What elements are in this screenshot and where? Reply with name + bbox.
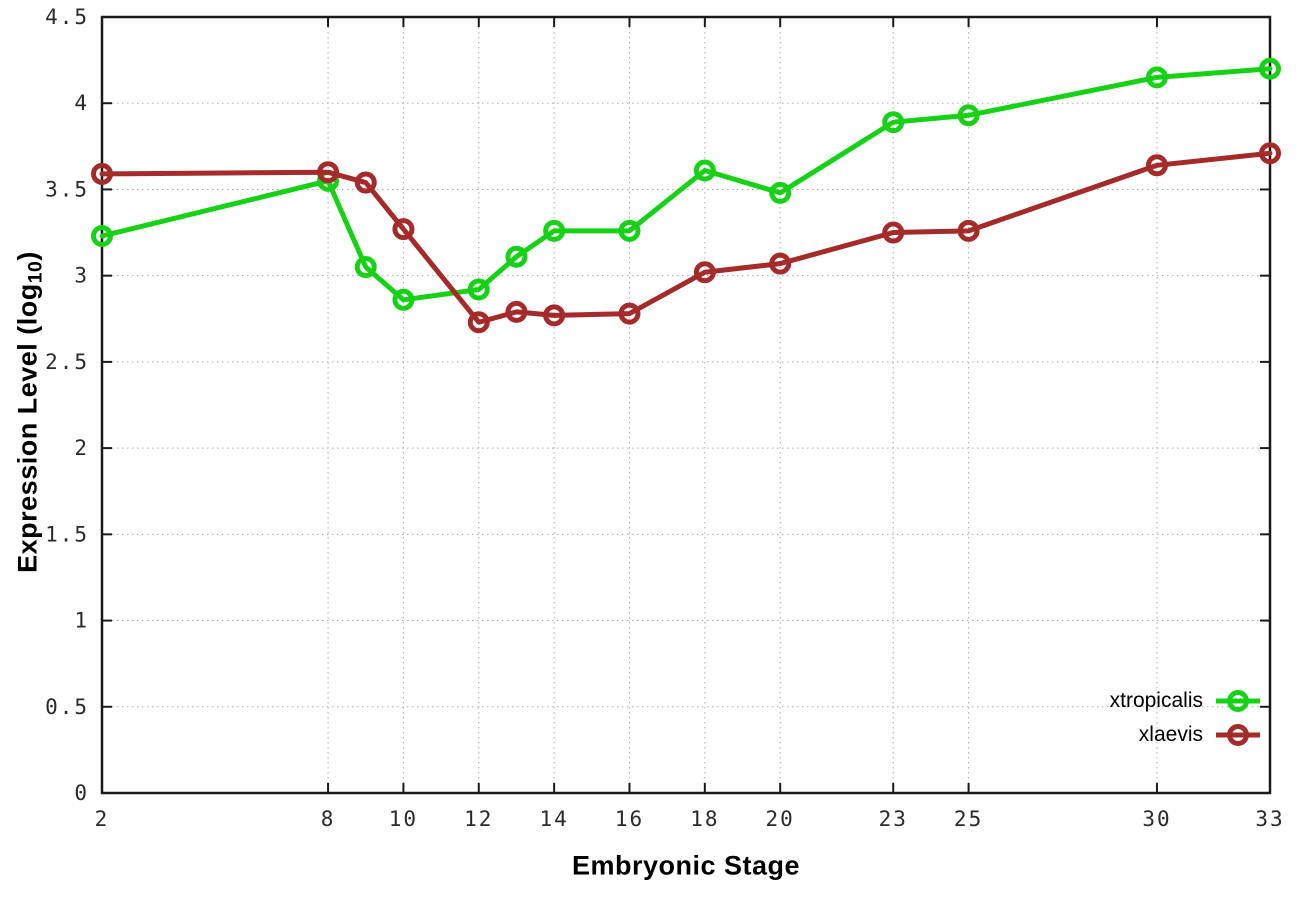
x-tick-label: 18: [690, 807, 719, 831]
data-point-xtropicalis: [354, 256, 377, 279]
y-tick-label: 2: [74, 436, 89, 460]
data-point-xlaevis: [91, 162, 113, 185]
data-point-xlaevis: [693, 261, 716, 284]
x-tick-label: 20: [766, 807, 795, 831]
data-point-xlaevis: [618, 302, 641, 325]
data-point-xlaevis: [467, 311, 490, 334]
x-tick-label: 30: [1142, 807, 1171, 831]
y-tick-label: 1.5: [45, 522, 89, 546]
data-point-xtropicalis: [957, 104, 980, 127]
legend-label-xtropicalis: xtropicalis: [1109, 688, 1203, 712]
y-axis-title-subscript: 10: [24, 260, 47, 284]
data-point-xtropicalis: [618, 219, 641, 242]
y-tick-label: 3: [74, 264, 89, 288]
x-tick-label: 12: [464, 807, 493, 831]
legend-entry-xtropicalis: xtropicalis: [1110, 684, 1263, 717]
y-axis-title-close: ): [12, 251, 43, 261]
data-point-xtropicalis: [505, 245, 528, 268]
y-tick-label: 2.5: [45, 350, 89, 374]
legend-label-xlaevis: xlaevis: [1138, 722, 1203, 746]
legend: xtropicalis xlaevis: [1110, 684, 1263, 751]
data-point-xtropicalis: [392, 288, 415, 311]
data-point-xlaevis: [505, 300, 528, 323]
data-point-xtropicalis: [769, 181, 792, 204]
legend-marker-xlaevis-icon: [1216, 723, 1260, 746]
x-tick-label: 25: [954, 807, 983, 831]
data-point-xlaevis: [543, 304, 566, 327]
y-tick-label: 4.5: [45, 5, 89, 29]
data-point-xlaevis: [317, 161, 340, 184]
data-point-xlaevis: [882, 221, 905, 244]
y-tick-label: 0: [74, 781, 89, 805]
data-point-xtropicalis: [1259, 57, 1281, 80]
data-point-xlaevis: [354, 171, 377, 194]
data-point-xlaevis: [957, 219, 980, 242]
data-point-xtropicalis: [1145, 66, 1168, 89]
data-point-xtropicalis: [467, 278, 490, 301]
data-point-xtropicalis: [543, 219, 566, 242]
data-point-xlaevis: [769, 252, 792, 275]
data-point-xtropicalis: [91, 225, 113, 248]
plot-border: [100, 15, 1272, 795]
x-tick-label: 10: [389, 807, 418, 831]
x-tick-label: 8: [321, 807, 336, 831]
x-tick-label: 14: [539, 807, 568, 831]
x-tick-label: 2: [95, 807, 110, 831]
x-axis-title: Embryonic Stage: [571, 850, 801, 881]
legend-sample-circle: [1227, 723, 1249, 746]
legend-sample-circle: [1227, 689, 1249, 712]
data-point-xtropicalis: [882, 111, 905, 134]
y-tick-label: 3.5: [45, 177, 89, 201]
legend-entry-xlaevis: xlaevis: [1110, 718, 1263, 751]
x-tick-label: 16: [615, 807, 644, 831]
x-tick-label: 23: [879, 807, 908, 831]
data-point-xlaevis: [392, 218, 415, 241]
y-tick-label: 1: [74, 609, 89, 633]
x-tick-label: 33: [1255, 807, 1284, 831]
y-axis-title-main: Expression Level (log: [12, 283, 43, 573]
legend-marker-xtropicalis-icon: [1216, 689, 1260, 712]
data-point-xtropicalis: [693, 159, 716, 182]
y-tick-label: 0.5: [45, 695, 89, 719]
series-line-xlaevis: [99, 150, 1273, 325]
data-point-xlaevis: [1259, 142, 1281, 165]
data-point-xlaevis: [1145, 154, 1168, 177]
y-tick-label: 4: [74, 91, 89, 115]
y-axis-title: Expression Level (log10): [13, 251, 48, 573]
